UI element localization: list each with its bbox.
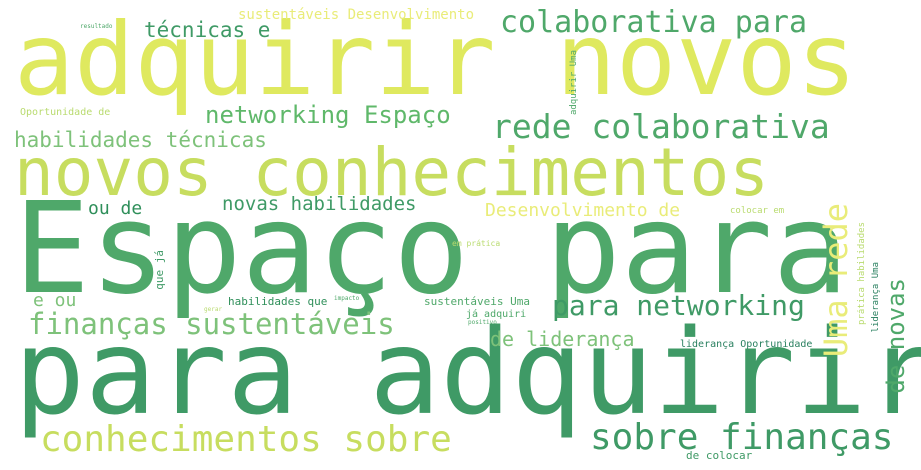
- word: impacto: [334, 295, 360, 302]
- word: que já: [153, 250, 166, 290]
- word: habilidades técnicas: [14, 128, 267, 152]
- word: ou de: [88, 198, 143, 219]
- word: para adquirir: [14, 303, 921, 441]
- word: positivo: [468, 319, 497, 326]
- word: colocar em: [730, 206, 785, 216]
- word: já adquiri: [466, 309, 527, 320]
- word: novas habilidades: [222, 193, 417, 215]
- word: finanças sustentáveis: [28, 307, 395, 341]
- word: conhecimentos sobre: [40, 419, 452, 460]
- word: rede colaborativa: [492, 107, 830, 146]
- word: colaborativa para: [500, 5, 808, 40]
- word: e ou: [33, 290, 77, 311]
- word: novos conhecimentos: [14, 134, 769, 211]
- word: sustentáveis Uma: [424, 295, 530, 308]
- word: Uma rede: [817, 203, 855, 358]
- word: adquirir Uma: [569, 50, 579, 116]
- word: sobre finanças: [590, 417, 894, 458]
- word: networking Espaço: [205, 101, 451, 129]
- word: de liderança: [490, 327, 635, 351]
- word: liderança Uma: [871, 262, 881, 333]
- word: Oportunidade de: [20, 107, 111, 118]
- word: gerar: [204, 306, 223, 313]
- word: Espaço para: [14, 175, 849, 322]
- word: Desenvolvimento de: [485, 200, 681, 221]
- word: resultado: [80, 23, 113, 30]
- word: técnicas e: [144, 18, 271, 42]
- word: em prática: [452, 239, 501, 248]
- word: para networking: [552, 289, 805, 322]
- word: adquirir novos: [14, 1, 857, 118]
- word: prática habilidades: [857, 222, 867, 325]
- word: sustentáveis Desenvolvimento: [238, 7, 475, 23]
- word: de novas: [882, 278, 910, 394]
- word: liderança Oportunidade: [680, 339, 813, 350]
- word: de colocar: [686, 449, 753, 462]
- word: habilidades que: [228, 295, 328, 308]
